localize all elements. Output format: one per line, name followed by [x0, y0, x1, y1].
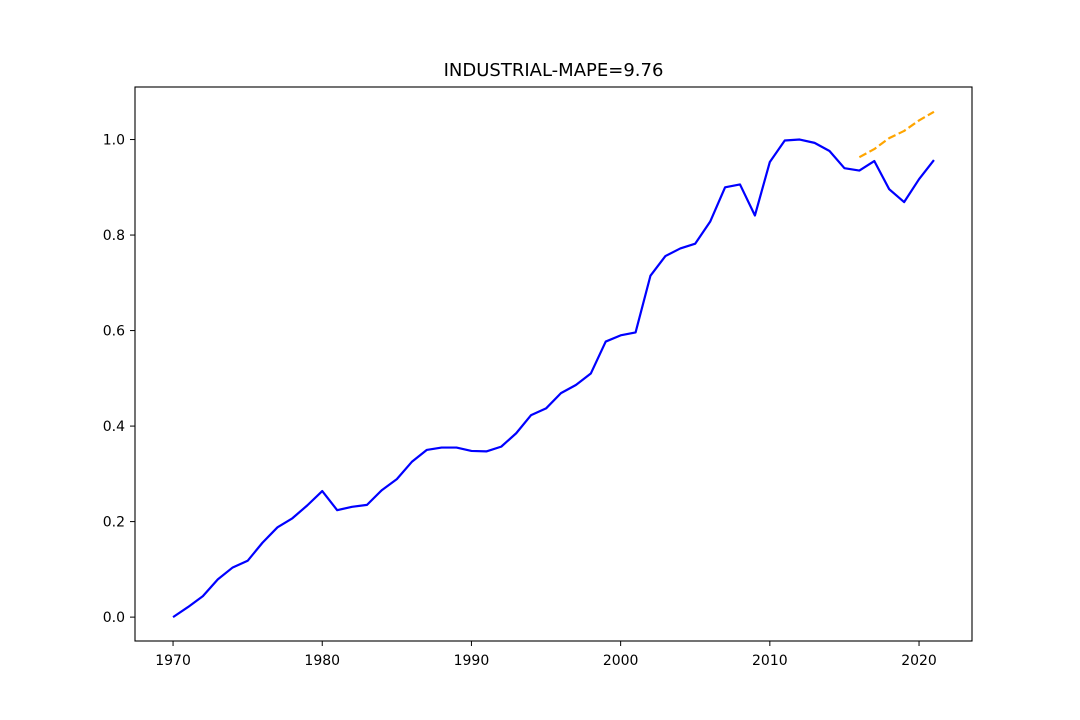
y-tick-label: 0.2 [103, 515, 125, 531]
y-axis: 0.0 0.2 0.4 0.6 0.8 1.0 [103, 133, 135, 626]
y-tick-label: 0.6 [103, 324, 125, 340]
x-tick-label: 1980 [304, 653, 340, 669]
x-tick-label: 2000 [603, 653, 639, 669]
x-tick-label: 1990 [454, 653, 490, 669]
x-tick-label: 1970 [155, 653, 191, 669]
x-tick-label: 2020 [901, 653, 937, 669]
chart-title: INDUSTRIAL-MAPE=9.76 [444, 60, 664, 81]
x-axis: 1970 1980 1990 2000 2010 2020 [155, 641, 937, 669]
series-line-1 [172, 138, 935, 619]
y-tick-label: 0.4 [103, 419, 125, 435]
y-tick-label: 0.8 [103, 228, 125, 244]
x-tick-label: 2010 [752, 653, 788, 669]
plot-frame [134, 86, 973, 642]
series-line-2 [858, 110, 935, 159]
y-tick-label: 1.0 [103, 133, 125, 149]
series-layer [172, 110, 935, 619]
y-tick-label: 0.0 [103, 610, 125, 626]
